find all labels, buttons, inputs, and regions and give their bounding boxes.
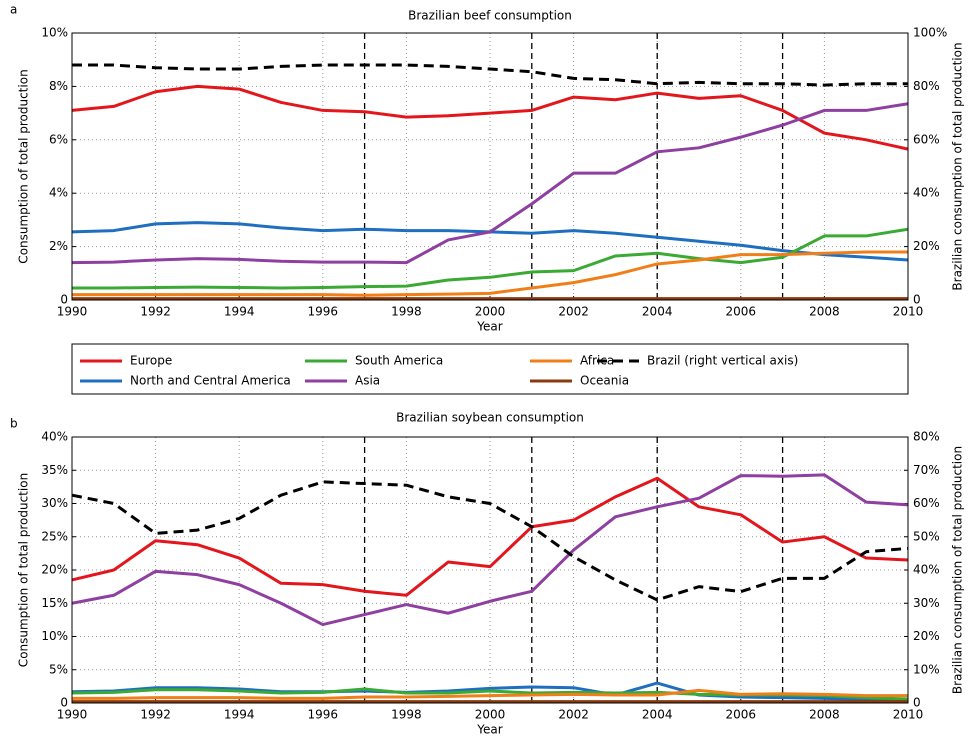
x-tick-label: 2002 <box>558 708 589 722</box>
legend-label: Oceania <box>580 374 629 388</box>
y2-tick-label: 60% <box>913 496 940 510</box>
panel-label: a <box>10 3 17 17</box>
y2-tick-label: 50% <box>913 529 940 543</box>
y2-tick-label: 80% <box>913 79 940 93</box>
y-tick-label: 40% <box>41 430 68 444</box>
y-tick-label: 8% <box>49 79 68 93</box>
x-tick-label: 2010 <box>893 708 924 722</box>
y-tick-label: 5% <box>49 662 68 676</box>
series-line <box>71 102 909 265</box>
y2-tick-label: 80% <box>913 430 940 444</box>
y-axis-label: Consumption of total production <box>17 473 31 667</box>
series-line <box>71 480 909 602</box>
y-tick-label: 10% <box>41 629 68 643</box>
series-line <box>71 473 909 627</box>
x-tick-label: 2004 <box>642 708 673 722</box>
y2-tick-label: 20% <box>913 629 940 643</box>
x-tick-label: 2000 <box>475 305 506 319</box>
y2-tick-label: 100% <box>913 26 947 40</box>
x-tick-label: 2008 <box>809 708 840 722</box>
x-axis-label: Year <box>476 723 502 737</box>
y-tick-label: 10% <box>41 26 68 40</box>
legend-label: South America <box>355 354 443 368</box>
plot-frame <box>71 436 909 704</box>
x-tick-label: 1996 <box>308 305 339 319</box>
x-tick-label: 2008 <box>809 305 840 319</box>
x-tick-label: 1994 <box>224 708 255 722</box>
y2-tick-label: 10% <box>913 662 940 676</box>
x-tick-label: 1992 <box>140 305 171 319</box>
x-tick-label: 1998 <box>391 708 422 722</box>
y-tick-label: 2% <box>49 239 68 253</box>
series-line <box>71 476 909 597</box>
series-line <box>72 63 908 87</box>
x-axis-label: Year <box>476 320 502 334</box>
x-tick-label: 2000 <box>475 708 506 722</box>
y-tick-label: 35% <box>41 463 68 477</box>
x-tick-label: 1996 <box>308 708 339 722</box>
y-tick-label: 0 <box>60 696 68 710</box>
y-tick-label: 15% <box>41 596 68 610</box>
x-tick-label: 1990 <box>57 708 88 722</box>
y2-axis-label: Brazilian consumption of total productio… <box>951 446 965 694</box>
legend-box <box>71 343 909 395</box>
y-tick-label: 4% <box>49 186 68 200</box>
series-line <box>72 250 908 297</box>
legend-label: Europe <box>130 354 172 368</box>
legend-label: North and Central America <box>130 374 291 388</box>
x-tick-label: 2006 <box>726 305 757 319</box>
y-axis-label: Consumption of total production <box>17 69 31 263</box>
y2-tick-label: 30% <box>913 596 940 610</box>
x-tick-label: 1998 <box>391 305 422 319</box>
y-tick-label: 25% <box>41 529 68 543</box>
y2-tick-label: 60% <box>913 132 940 146</box>
y2-tick-label: 0 <box>913 696 921 710</box>
y2-tick-label: 20% <box>913 239 940 253</box>
x-tick-label: 2006 <box>726 708 757 722</box>
y2-tick-label: 0 <box>913 293 921 307</box>
legend-label: Asia <box>355 374 380 388</box>
y2-tick-label: 40% <box>913 563 940 577</box>
plot-frame <box>71 32 909 301</box>
x-tick-label: 2002 <box>558 305 589 319</box>
y-tick-label: 30% <box>41 496 68 510</box>
series-line <box>71 681 908 702</box>
y2-tick-label: 70% <box>913 463 940 477</box>
y2-axis-label: Brazilian consumption of total productio… <box>951 42 965 290</box>
x-tick-label: 1992 <box>140 708 171 722</box>
x-tick-label: 2004 <box>642 305 673 319</box>
y2-tick-label: 40% <box>913 186 940 200</box>
legend-label: Brazil (right vertical axis) <box>647 354 798 368</box>
y-tick-label: 0 <box>60 293 68 307</box>
panel-label: b <box>10 417 18 431</box>
x-tick-label: 1990 <box>57 305 88 319</box>
y-tick-label: 20% <box>41 563 68 577</box>
series-line <box>71 84 909 151</box>
x-tick-label: 2010 <box>893 305 924 319</box>
series-line <box>72 227 909 290</box>
series-line <box>72 688 908 700</box>
chart-title: Brazilian beef consumption <box>408 9 572 23</box>
chart-title: Brazilian soybean consumption <box>396 411 584 425</box>
y-tick-label: 6% <box>49 132 68 146</box>
x-tick-label: 1994 <box>224 305 255 319</box>
